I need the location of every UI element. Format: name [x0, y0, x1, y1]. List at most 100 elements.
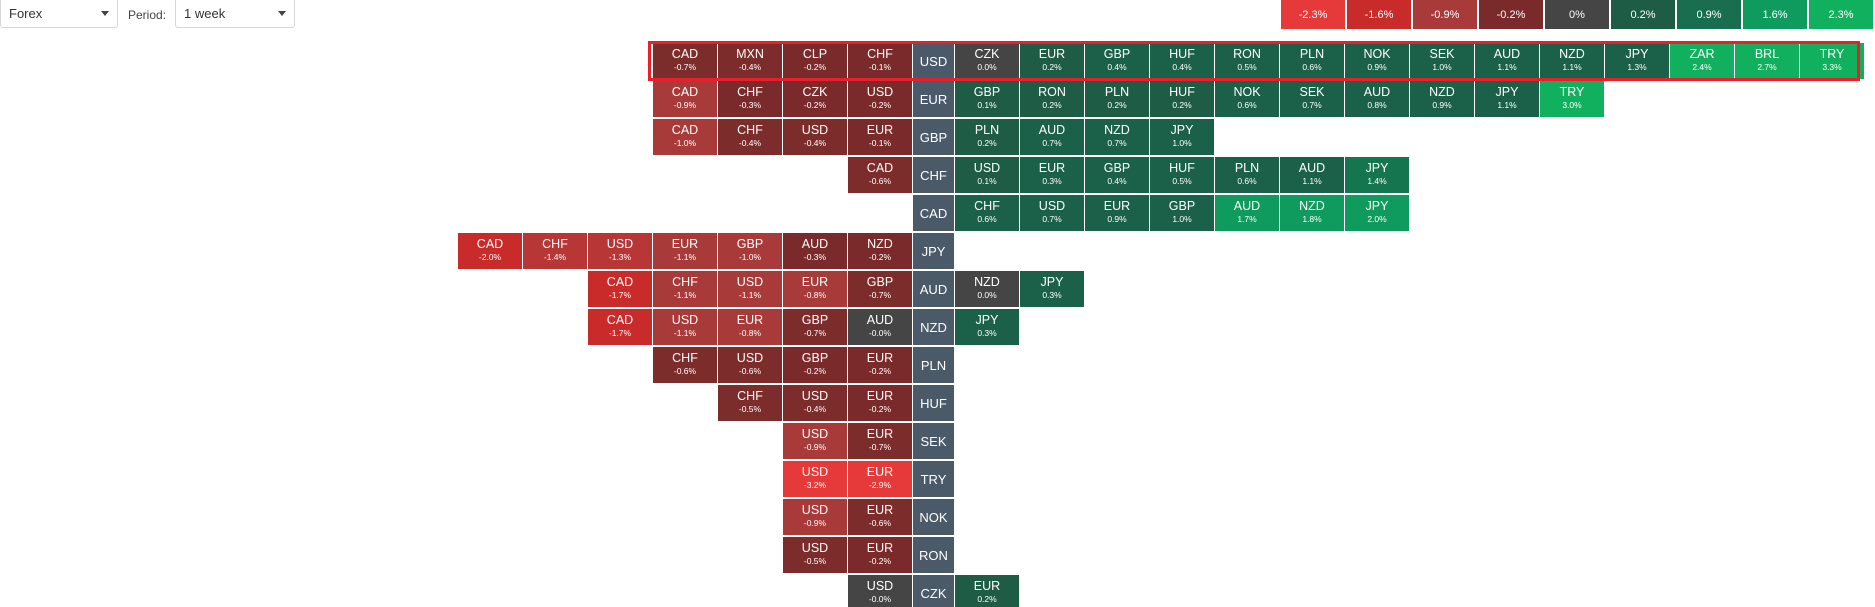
currency-pair-cell[interactable]: CAD -1.0%	[653, 119, 717, 155]
currency-pair-cell[interactable]: JPY 1.3%	[1605, 43, 1669, 79]
currency-pair-cell[interactable]: USD -0.4%	[783, 119, 847, 155]
currency-pair-cell[interactable]: JPY 1.4%	[1345, 157, 1409, 193]
currency-pair-cell[interactable]: PLN 0.6%	[1215, 157, 1279, 193]
currency-pair-cell[interactable]: USD 0.1%	[955, 157, 1019, 193]
currency-pair-cell[interactable]: CHF 0.6%	[955, 195, 1019, 231]
currency-pair-cell[interactable]: AUD -0.3%	[783, 233, 847, 269]
currency-pair-cell[interactable]: AUD 0.8%	[1345, 81, 1409, 117]
currency-pair-cell[interactable]: CLP -0.2%	[783, 43, 847, 79]
currency-pair-cell[interactable]: CZK 0.0%	[955, 43, 1019, 79]
currency-pair-cell[interactable]: GBP 1.0%	[1150, 195, 1214, 231]
currency-pair-cell[interactable]: GBP 0.4%	[1085, 157, 1149, 193]
currency-pair-cell[interactable]: GBP -0.7%	[783, 309, 847, 345]
currency-pair-cell[interactable]: CAD -2.0%	[458, 233, 522, 269]
currency-pair-cell[interactable]: GBP 0.1%	[955, 81, 1019, 117]
currency-pair-cell[interactable]: NOK 0.9%	[1345, 43, 1409, 79]
currency-pair-cell[interactable]: AUD 1.7%	[1215, 195, 1279, 231]
currency-pair-cell[interactable]: CHF -0.5%	[718, 385, 782, 421]
currency-pair-cell[interactable]: EUR -0.2%	[848, 537, 912, 573]
currency-pair-cell[interactable]: AUD 1.1%	[1280, 157, 1344, 193]
currency-pair-cell[interactable]: CHF -1.1%	[653, 271, 717, 307]
percent-change: 0.6%	[1237, 100, 1257, 110]
period-select[interactable]: 1 week	[175, 0, 295, 28]
currency-pair-cell[interactable]: CAD -1.7%	[588, 271, 652, 307]
currency-pair-cell[interactable]: NZD 1.1%	[1540, 43, 1604, 79]
currency-pair-cell[interactable]: AUD 0.7%	[1020, 119, 1084, 155]
currency-pair-cell[interactable]: PLN 0.2%	[955, 119, 1019, 155]
currency-pair-cell[interactable]: NZD 1.8%	[1280, 195, 1344, 231]
currency-pair-cell[interactable]: JPY 1.1%	[1475, 81, 1539, 117]
currency-pair-cell[interactable]: NZD 0.9%	[1410, 81, 1474, 117]
currency-pair-cell[interactable]: GBP -0.2%	[783, 347, 847, 383]
currency-pair-cell[interactable]: EUR -0.7%	[848, 423, 912, 459]
currency-pair-cell[interactable]: NOK 0.6%	[1215, 81, 1279, 117]
currency-pair-cell[interactable]: EUR 0.9%	[1085, 195, 1149, 231]
currency-pair-cell[interactable]: JPY 0.3%	[1020, 271, 1084, 307]
market-select[interactable]: Forex	[0, 0, 118, 28]
currency-pair-cell[interactable]: CHF -0.6%	[653, 347, 717, 383]
currency-pair-cell[interactable]: ZAR 2.4%	[1670, 43, 1734, 79]
currency-pair-cell[interactable]: USD -0.4%	[783, 385, 847, 421]
currency-pair-cell[interactable]: CHF -0.4%	[718, 119, 782, 155]
currency-pair-cell[interactable]: EUR 0.2%	[955, 575, 1019, 607]
currency-pair-cell[interactable]: USD -0.0%	[848, 575, 912, 607]
currency-pair-cell[interactable]: TRY 3.3%	[1800, 43, 1864, 79]
currency-code: USD	[1038, 199, 1066, 213]
currency-pair-cell[interactable]: AUD 1.1%	[1475, 43, 1539, 79]
currency-pair-cell[interactable]: CAD -1.7%	[588, 309, 652, 345]
currency-pair-cell[interactable]: GBP 0.4%	[1085, 43, 1149, 79]
currency-pair-cell[interactable]: CHF -0.1%	[848, 43, 912, 79]
currency-pair-cell[interactable]: BRL 2.7%	[1735, 43, 1799, 79]
currency-pair-cell[interactable]: EUR -0.6%	[848, 499, 912, 535]
currency-pair-cell[interactable]: TRY 3.0%	[1540, 81, 1604, 117]
currency-pair-cell[interactable]: PLN 0.2%	[1085, 81, 1149, 117]
currency-pair-cell[interactable]: SEK 0.7%	[1280, 81, 1344, 117]
currency-pair-cell[interactable]: CAD -0.9%	[653, 81, 717, 117]
currency-pair-cell[interactable]: USD -0.9%	[783, 499, 847, 535]
currency-pair-cell[interactable]: EUR -0.1%	[848, 119, 912, 155]
currency-pair-cell[interactable]: USD -1.3%	[588, 233, 652, 269]
currency-pair-cell[interactable]: JPY 0.3%	[955, 309, 1019, 345]
currency-pair-cell[interactable]: USD -1.1%	[653, 309, 717, 345]
currency-pair-cell[interactable]: GBP -0.7%	[848, 271, 912, 307]
currency-pair-cell[interactable]: USD -0.6%	[718, 347, 782, 383]
currency-pair-cell[interactable]: CAD -0.7%	[653, 43, 717, 79]
currency-pair-cell[interactable]: EUR 0.3%	[1020, 157, 1084, 193]
currency-code: JPY	[1040, 275, 1064, 289]
currency-pair-cell[interactable]: SEK 1.0%	[1410, 43, 1474, 79]
currency-pair-cell[interactable]: RON 0.5%	[1215, 43, 1279, 79]
currency-pair-cell[interactable]: HUF 0.2%	[1150, 81, 1214, 117]
currency-pair-cell[interactable]: USD -0.5%	[783, 537, 847, 573]
currency-code: EUR	[866, 123, 894, 137]
currency-pair-cell[interactable]: HUF 0.4%	[1150, 43, 1214, 79]
currency-pair-cell[interactable]: NZD -0.2%	[848, 233, 912, 269]
currency-pair-cell[interactable]: CAD -0.6%	[848, 157, 912, 193]
percent-change: -0.0%	[868, 594, 892, 604]
currency-pair-cell[interactable]: USD -3.2%	[783, 461, 847, 497]
currency-pair-cell[interactable]: EUR 0.2%	[1020, 43, 1084, 79]
currency-pair-cell[interactable]: NZD 0.0%	[955, 271, 1019, 307]
currency-pair-cell[interactable]: USD -1.1%	[718, 271, 782, 307]
currency-pair-cell[interactable]: AUD -0.0%	[848, 309, 912, 345]
currency-pair-cell[interactable]: EUR -0.2%	[848, 347, 912, 383]
currency-pair-cell[interactable]: USD 0.7%	[1020, 195, 1084, 231]
currency-pair-cell[interactable]: EUR -0.2%	[848, 385, 912, 421]
currency-pair-cell[interactable]: MXN -0.4%	[718, 43, 782, 79]
currency-pair-cell[interactable]: JPY 2.0%	[1345, 195, 1409, 231]
percent-change: -0.9%	[673, 100, 697, 110]
currency-pair-cell[interactable]: EUR -0.8%	[783, 271, 847, 307]
currency-pair-cell[interactable]: RON 0.2%	[1020, 81, 1084, 117]
currency-pair-cell[interactable]: USD -0.2%	[848, 81, 912, 117]
currency-pair-cell[interactable]: CZK -0.2%	[783, 81, 847, 117]
currency-pair-cell[interactable]: USD -0.9%	[783, 423, 847, 459]
currency-pair-cell[interactable]: EUR -2.9%	[848, 461, 912, 497]
currency-pair-cell[interactable]: JPY 1.0%	[1150, 119, 1214, 155]
currency-pair-cell[interactable]: CHF -1.4%	[523, 233, 587, 269]
currency-pair-cell[interactable]: CHF -0.3%	[718, 81, 782, 117]
currency-pair-cell[interactable]: EUR -0.8%	[718, 309, 782, 345]
currency-pair-cell[interactable]: NZD 0.7%	[1085, 119, 1149, 155]
currency-pair-cell[interactable]: PLN 0.6%	[1280, 43, 1344, 79]
currency-pair-cell[interactable]: EUR -1.1%	[653, 233, 717, 269]
currency-pair-cell[interactable]: GBP -1.0%	[718, 233, 782, 269]
currency-pair-cell[interactable]: HUF 0.5%	[1150, 157, 1214, 193]
